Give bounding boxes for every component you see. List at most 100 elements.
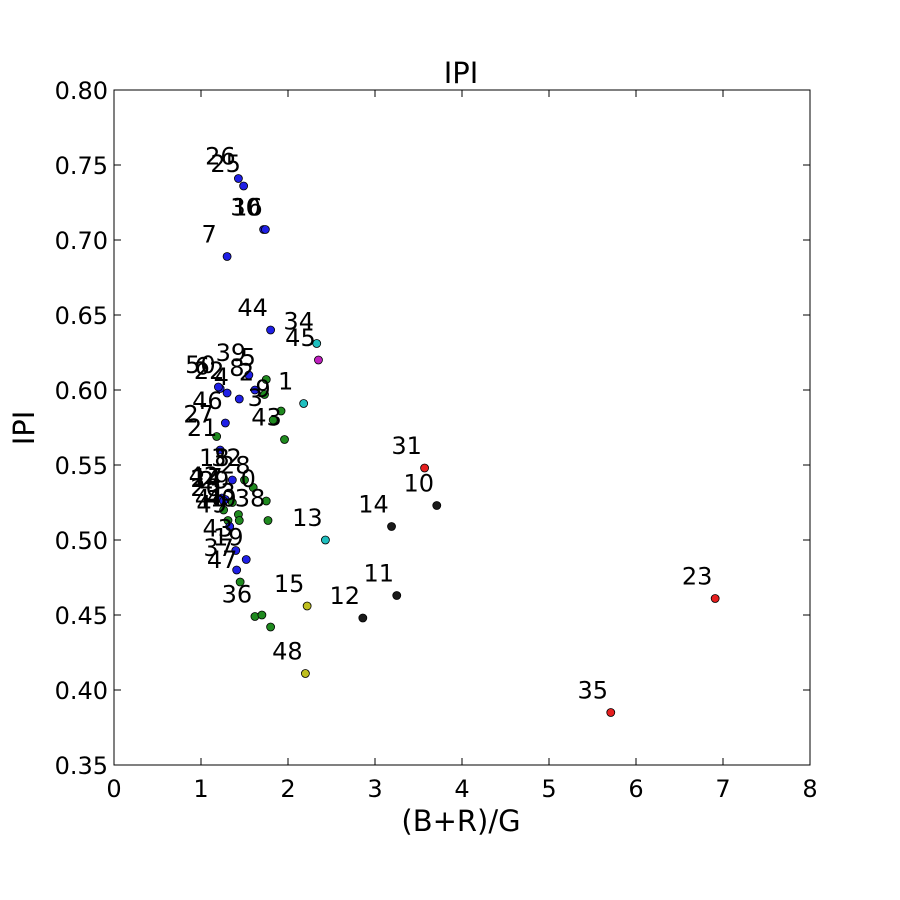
data-point-label: 34 (283, 308, 314, 336)
data-point (263, 516, 273, 525)
data-point (227, 475, 237, 485)
data-point (225, 522, 235, 531)
data-point-label: 38 (235, 485, 266, 513)
data-point-label: 10 (403, 470, 434, 498)
data-point-label: 31 (391, 432, 422, 460)
data-point-label: 7 (201, 221, 216, 249)
data-point (358, 613, 368, 623)
data-point-label: 17 (192, 464, 223, 492)
data-point-label: 15 (274, 570, 305, 598)
data-point-label: 50 (185, 351, 216, 379)
x-tick-label: 0 (106, 775, 121, 803)
data-point (299, 399, 309, 408)
data-point-label: 27 (183, 401, 214, 429)
data-point-label: 45 (285, 324, 316, 352)
data-point (231, 546, 241, 555)
data-point (606, 708, 616, 717)
data-point (219, 505, 229, 515)
data-point-label: 39 (216, 339, 247, 367)
data-point (234, 516, 244, 525)
data-point-label: 19 (213, 524, 244, 552)
data-point-label: 43 (251, 404, 282, 432)
data-point (261, 496, 271, 506)
data-point-label: 20 (190, 474, 221, 502)
data-point (232, 565, 242, 575)
data-point-label: 23 (682, 563, 713, 591)
data-point-label: 1 (278, 368, 293, 396)
data-point (219, 496, 229, 506)
chart-title: IPI (444, 56, 479, 90)
data-point-label: 9 (255, 375, 270, 403)
x-tick-label: 3 (367, 775, 382, 803)
data-point (321, 535, 330, 545)
data-point (220, 418, 230, 428)
x-tick-label: 8 (802, 775, 817, 803)
data-point (212, 432, 222, 441)
data-point (314, 355, 323, 365)
data-point (312, 339, 322, 348)
data-point-label: 11 (363, 560, 394, 588)
axis-ticks: 0 1 2 3 4 5 6 7 80.350.400.450.500.550.600.650.7… (55, 77, 818, 803)
data-point-label: 48 (272, 638, 303, 666)
x-tick-label: 1 (193, 775, 208, 803)
data-point-label: 13 (292, 504, 323, 532)
data-point-label: 36 (222, 581, 253, 609)
data-point (266, 622, 276, 632)
data-point (268, 415, 278, 425)
data-point-label: 4 (214, 363, 229, 391)
data-point-label: 26 (205, 143, 236, 171)
data-point (387, 522, 396, 531)
data-point-label: 37 (203, 534, 234, 562)
data-point-label: 44 (237, 294, 268, 322)
data-point-label: 41 (195, 485, 226, 513)
y-tick-label: 0.70 (55, 227, 108, 255)
y-tick-label: 0.50 (55, 527, 108, 555)
data-point-label: 42 (189, 462, 220, 490)
y-tick-label: 0.35 (55, 752, 108, 780)
data-point-label: 35 (577, 677, 608, 705)
data-point (239, 181, 249, 191)
data-point (227, 498, 237, 507)
data-point-label: 2 (239, 359, 254, 387)
x-tick-label: 5 (541, 775, 556, 803)
data-point-label: 21 (187, 414, 218, 442)
data-point-label: 33 (205, 479, 236, 507)
y-tick-label: 0.40 (55, 677, 108, 705)
y-tick-label: 0.80 (55, 77, 108, 105)
data-point-label: 0 (241, 465, 256, 493)
data-point (248, 483, 258, 492)
data-point (260, 225, 270, 234)
y-tick-label: 0.45 (55, 602, 108, 630)
data-point (235, 577, 245, 587)
data-point (300, 669, 310, 678)
data-point-label: 12 (330, 582, 361, 610)
y-axis-label: IPI (7, 411, 41, 446)
y-tick-label: 0.65 (55, 302, 108, 330)
y-tick-label: 0.75 (55, 152, 108, 180)
data-point-label: 18 (199, 444, 230, 472)
data-point (241, 555, 251, 564)
data-point-label: 3 (248, 384, 263, 412)
data-point-label: 28 (220, 452, 251, 480)
data-point-label: 32 (211, 444, 242, 472)
data-point (222, 388, 232, 398)
data-point-label: 29 (199, 467, 230, 495)
data-point (257, 610, 267, 620)
data-point (302, 601, 312, 611)
data-point-label: 5 (241, 344, 256, 372)
data-point (260, 390, 269, 399)
data-point (222, 252, 232, 261)
data-point-label: 46 (192, 387, 223, 415)
data-point-label: 25 (210, 150, 241, 178)
data-point-label: 24 (190, 465, 221, 493)
data-point (213, 382, 223, 392)
data-point (250, 385, 260, 395)
data-point (276, 406, 286, 416)
y-tick-label: 0.55 (55, 452, 108, 480)
data-point (215, 445, 225, 455)
data-point-label: 43 (203, 515, 234, 543)
data-point (244, 370, 254, 380)
data-point (392, 591, 402, 600)
